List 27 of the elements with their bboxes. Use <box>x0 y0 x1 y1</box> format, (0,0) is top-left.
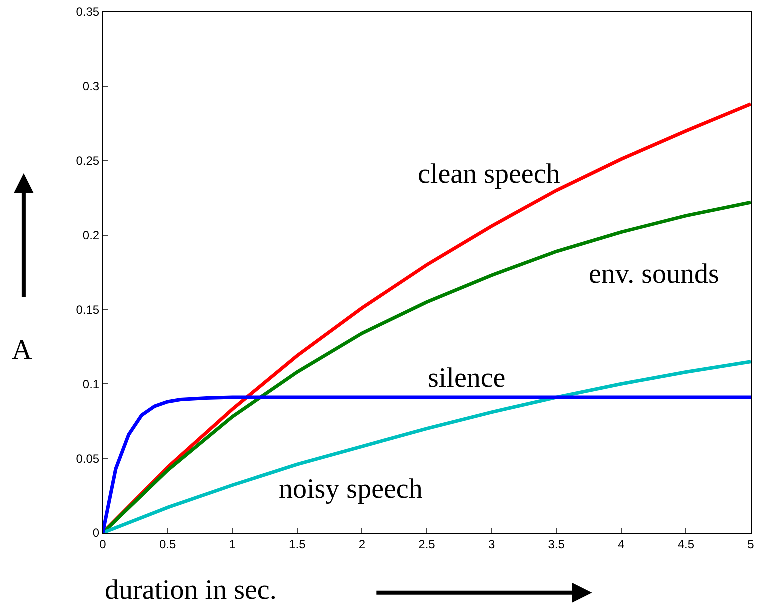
x-tick-label: 2.5 <box>418 537 436 552</box>
x-tick-label: 3 <box>488 537 496 552</box>
x-tick-label: 4 <box>618 537 626 552</box>
series-label: silence <box>428 363 506 394</box>
line-series <box>103 396 751 533</box>
x-tick-label: 1.5 <box>289 537 306 552</box>
y-axis-title: A <box>12 335 33 366</box>
y-tick-label: 0.35 <box>76 5 100 20</box>
line-series <box>103 360 751 533</box>
y-tick-label: 0.2 <box>82 228 100 242</box>
y-tick-label: 0.1 <box>82 377 100 392</box>
x-axis-title: duration in sec. <box>105 575 277 604</box>
y-tick-label: 0.05 <box>76 452 100 466</box>
x-tick-label: 0.5 <box>159 537 176 552</box>
x-tick-label: 5 <box>748 537 755 552</box>
series-label: noisy speech <box>279 474 423 505</box>
x-tick-label: 3.5 <box>548 537 566 552</box>
x-tick-label: 2 <box>358 537 366 552</box>
y-tick-label: 0.15 <box>76 302 100 317</box>
y-tick-label: 0.3 <box>82 80 100 94</box>
y-tick-label: 0.25 <box>76 154 100 168</box>
series-label: env. sounds <box>589 259 720 290</box>
x-tick-label: 4.5 <box>678 537 695 552</box>
line-series <box>103 200 751 533</box>
y-tick-label: 0 <box>92 526 100 540</box>
x-tick-label: 1 <box>229 537 236 552</box>
series-label: clean speech <box>418 159 560 190</box>
